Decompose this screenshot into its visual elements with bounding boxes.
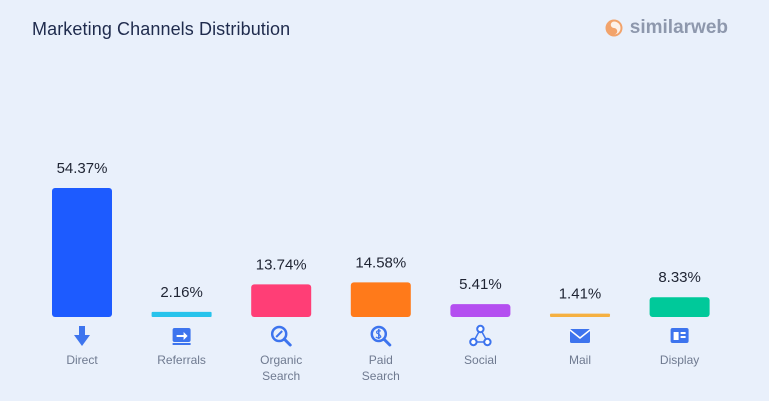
- similarweb-logo-text: similarweb: [629, 17, 728, 38]
- category-label-paid-search: Paid: [369, 353, 393, 367]
- bar-organic-search[interactable]: [251, 284, 312, 317]
- arrow-down-icon: [74, 326, 90, 346]
- dollar-search-icon: [370, 325, 392, 347]
- bar-direct[interactable]: [52, 188, 112, 317]
- value-label-paid-search: 14.58%: [355, 254, 406, 271]
- category-label-social: Social: [464, 353, 497, 367]
- chart-title: Marketing Channels Distribution: [32, 19, 291, 39]
- envelope-icon: [569, 329, 591, 343]
- display-window-icon: [670, 328, 689, 343]
- category-label-mail: Mail: [569, 353, 591, 367]
- value-label-mail: 1.41%: [559, 286, 602, 303]
- similarweb-logo: similarweb: [604, 17, 728, 39]
- referral-arrow-icon: [172, 328, 191, 345]
- value-label-direct: 54.37%: [57, 160, 108, 177]
- category-label-organic-search-line2: Search: [262, 369, 300, 383]
- category-label-paid-search-line2: Search: [362, 369, 400, 383]
- similarweb-logo-icon: [605, 19, 623, 37]
- category-label-referrals: Referrals: [157, 353, 206, 367]
- bar-display[interactable]: [649, 297, 710, 317]
- category-label-direct: Direct: [66, 353, 98, 367]
- bar-mail[interactable]: [550, 313, 610, 317]
- value-label-display: 8.33%: [658, 269, 701, 286]
- bar-referrals[interactable]: [151, 311, 212, 317]
- category-label-organic-search: Organic: [260, 353, 302, 367]
- search-magnifier-icon: [270, 325, 292, 347]
- category-label-display: Display: [660, 353, 699, 367]
- value-label-organic-search: 13.74%: [256, 256, 307, 273]
- value-label-referrals: 2.16%: [160, 284, 203, 301]
- share-network-icon: [469, 324, 492, 347]
- value-label-social: 5.41%: [459, 276, 502, 293]
- bar-paid-search[interactable]: [350, 282, 411, 317]
- bar-social[interactable]: [450, 304, 511, 317]
